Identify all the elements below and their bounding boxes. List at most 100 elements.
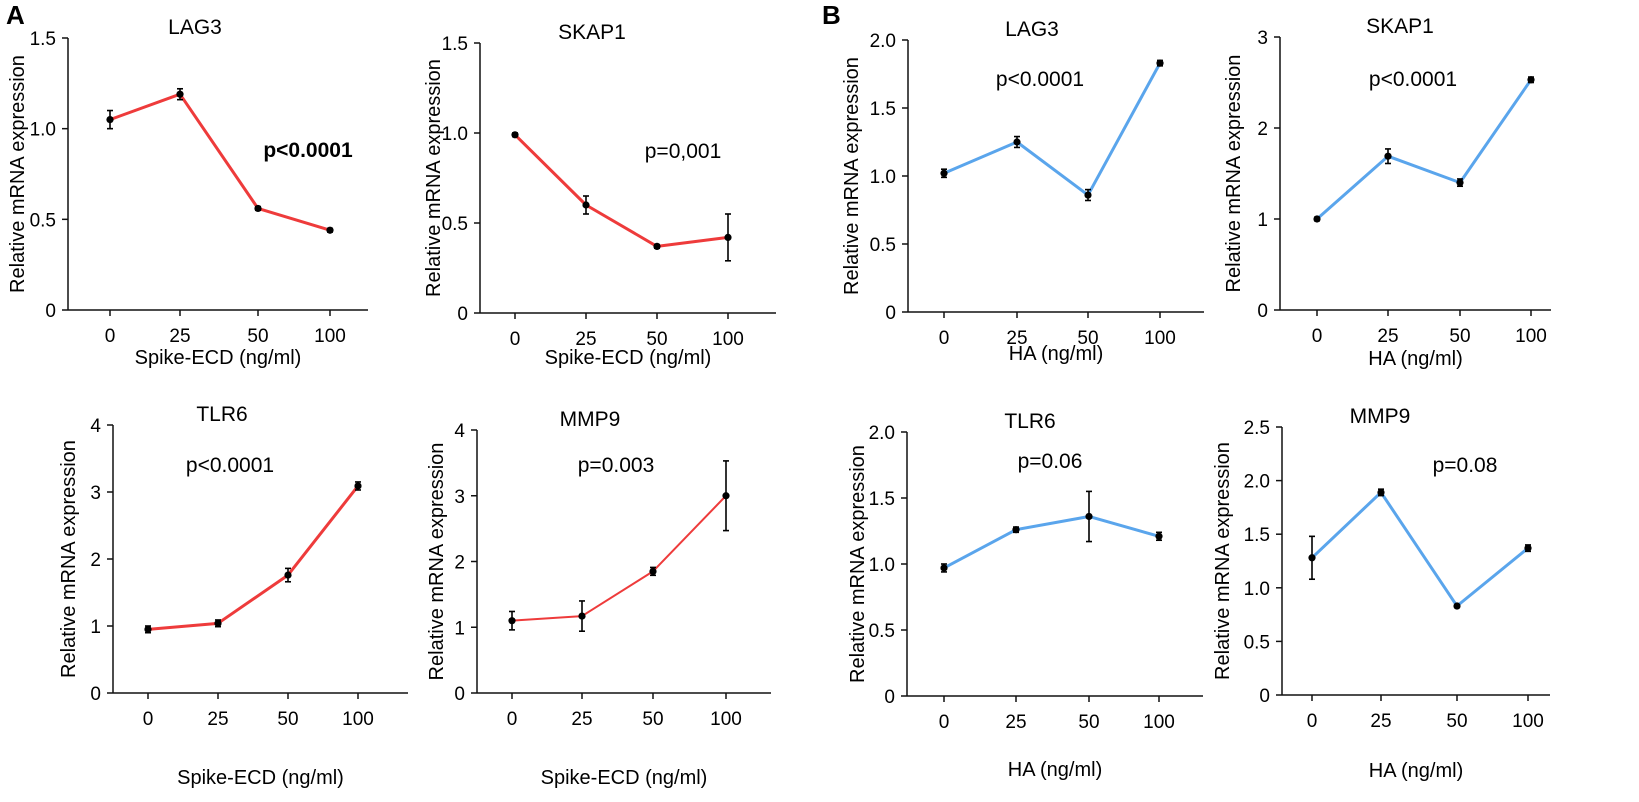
y-tick-label: 1 [454, 618, 465, 639]
data-point [176, 90, 184, 98]
data-point [1013, 138, 1021, 146]
x-tick-label: 50 [1446, 711, 1467, 732]
x-tick-label: 100 [1143, 712, 1175, 733]
y-axis-label: Relative mRNA expression [58, 440, 80, 678]
chart-title: SKAP1 [1366, 15, 1434, 38]
y-tick-label: 0 [454, 684, 465, 705]
data-point [284, 571, 292, 579]
y-tick-label: 0 [884, 687, 895, 708]
series-line [511, 495, 727, 622]
chart-title: TLR6 [1004, 410, 1055, 433]
x-tick-label: 25 [575, 329, 596, 350]
chart-a-mmp9: 0 1 2 3 4 0 25 50 100 MMP9 p=0.003 Spike-ECD (ng/ml… [426, 408, 771, 789]
data-point [508, 617, 516, 625]
y-tick-label: 0 [457, 304, 468, 325]
data-point [940, 564, 948, 572]
p-value-annotation: p=0.06 [1018, 450, 1083, 473]
y-tick-label: 1.0 [30, 120, 56, 141]
data-point [1313, 215, 1321, 223]
y-tick-label: 0.5 [1244, 632, 1270, 653]
y-tick-label: 1.5 [442, 34, 468, 55]
data-point [724, 233, 732, 241]
data-point [254, 204, 262, 213]
y-axis-label: Relative mRNA expression [1212, 442, 1234, 680]
y-tick-label: 0.5 [870, 235, 896, 256]
y-tick-label: 0 [1257, 301, 1268, 322]
x-axis-label: HA (ng/ml) [1369, 760, 1463, 782]
chart-b-tlr6: 0 0.5 1.0 1.5 2.0 0 25 50 100 TLR6 p=0.06 HA (ng/ml… [847, 410, 1203, 781]
y-axis-label: Relative mRNA expression [7, 55, 29, 293]
y-tick-label: 1.5 [1244, 525, 1270, 546]
data-point [582, 201, 590, 209]
x-tick-label: 50 [1077, 328, 1098, 349]
data-point [1012, 526, 1020, 534]
x-tick-label: 50 [277, 709, 298, 730]
data-point [326, 226, 334, 234]
y-tick-label: 2 [90, 550, 101, 571]
data-point [144, 625, 152, 633]
y-tick-label: 0.5 [442, 214, 468, 235]
series-line [943, 514, 1160, 570]
p-value-annotation: p=0.08 [1433, 454, 1498, 477]
x-tick-label: 25 [207, 709, 228, 730]
data-point [1527, 76, 1535, 84]
y-tick-label: 1.0 [870, 167, 896, 188]
chart-a-skap1: 0 0.5 1.0 1.5 0 25 50 100 SKAP1 p=0,001 Spike-ECD … [423, 21, 776, 369]
panel-letter-a: A [6, 0, 25, 30]
chart-b-skap1: 0 1 2 3 0 25 50 100 SKAP1 p<0.0001 HA (ng/ml) Relat… [1223, 15, 1551, 370]
x-tick-label: 100 [712, 329, 744, 350]
chart-title: SKAP1 [558, 21, 626, 44]
x-tick-label: 50 [1078, 712, 1099, 733]
chart-a-lag3: 0 0.5 1.0 1.5 0 25 50 100 LAG3 p<0.0001 Spike-ECD … [7, 16, 368, 369]
x-tick-label: 100 [1144, 328, 1176, 349]
x-tick-label: 100 [314, 326, 346, 347]
p-value-annotation: p<0.0001 [186, 454, 274, 477]
data-point [578, 612, 586, 620]
y-tick-label: 1 [90, 617, 101, 638]
y-tick-label: 1.0 [869, 555, 895, 576]
y-tick-label: 0 [885, 303, 896, 324]
data-point [1308, 554, 1316, 562]
x-tick-label: 25 [1006, 328, 1027, 349]
x-tick-label: 0 [510, 329, 521, 350]
x-axis-label: Spike-ECD (ng/ml) [135, 347, 302, 369]
y-tick-label: 1.0 [1244, 579, 1270, 600]
x-tick-label: 50 [646, 329, 667, 350]
y-tick-label: 2.0 [870, 31, 896, 52]
data-point [722, 492, 730, 500]
p-value-annotation: p<0.0001 [996, 68, 1084, 91]
series-line [1310, 490, 1529, 608]
x-tick-label: 0 [1307, 711, 1318, 732]
p-value-annotation: p=0,001 [645, 140, 722, 163]
chart-title: TLR6 [196, 403, 247, 426]
y-tick-label: 0.5 [869, 621, 895, 642]
x-tick-label: 0 [105, 326, 116, 347]
y-tick-label: 0 [45, 301, 56, 322]
data-point [1084, 191, 1092, 199]
x-axis-label: HA (ng/ml) [1368, 348, 1462, 370]
chart-title: MMP9 [1350, 405, 1411, 428]
y-axis-label: Relative mRNA expression [841, 57, 863, 295]
y-tick-label: 2.0 [869, 423, 895, 444]
y-tick-label: 2 [454, 553, 465, 574]
p-value-annotation: p<0.0001 [1369, 68, 1457, 91]
y-axis-label: Relative mRNA expression [1223, 55, 1245, 293]
chart-title: MMP9 [560, 408, 621, 431]
y-axis-label: Relative mRNA expression [847, 445, 869, 683]
data-point [1456, 179, 1464, 187]
charts-container: 00.51.01.50 25 50 100LAG3p<0.0001Spike-ECD … [7, 15, 1551, 789]
y-tick-label: 2.5 [1244, 418, 1270, 439]
data-point [511, 131, 519, 139]
data-point [940, 169, 948, 177]
x-axis-label: Spike-ECD (ng/ml) [177, 767, 344, 789]
data-point [106, 116, 114, 124]
y-tick-label: 0 [1259, 686, 1270, 707]
x-tick-label: 100 [710, 709, 742, 730]
y-axis-label: Relative mRNA expression [426, 443, 448, 681]
y-tick-label: 3 [454, 487, 465, 508]
panel-letter-b: B [822, 0, 841, 30]
x-tick-label: 0 [939, 328, 950, 349]
chart-title: LAG3 [168, 16, 222, 39]
data-point [1155, 532, 1163, 540]
